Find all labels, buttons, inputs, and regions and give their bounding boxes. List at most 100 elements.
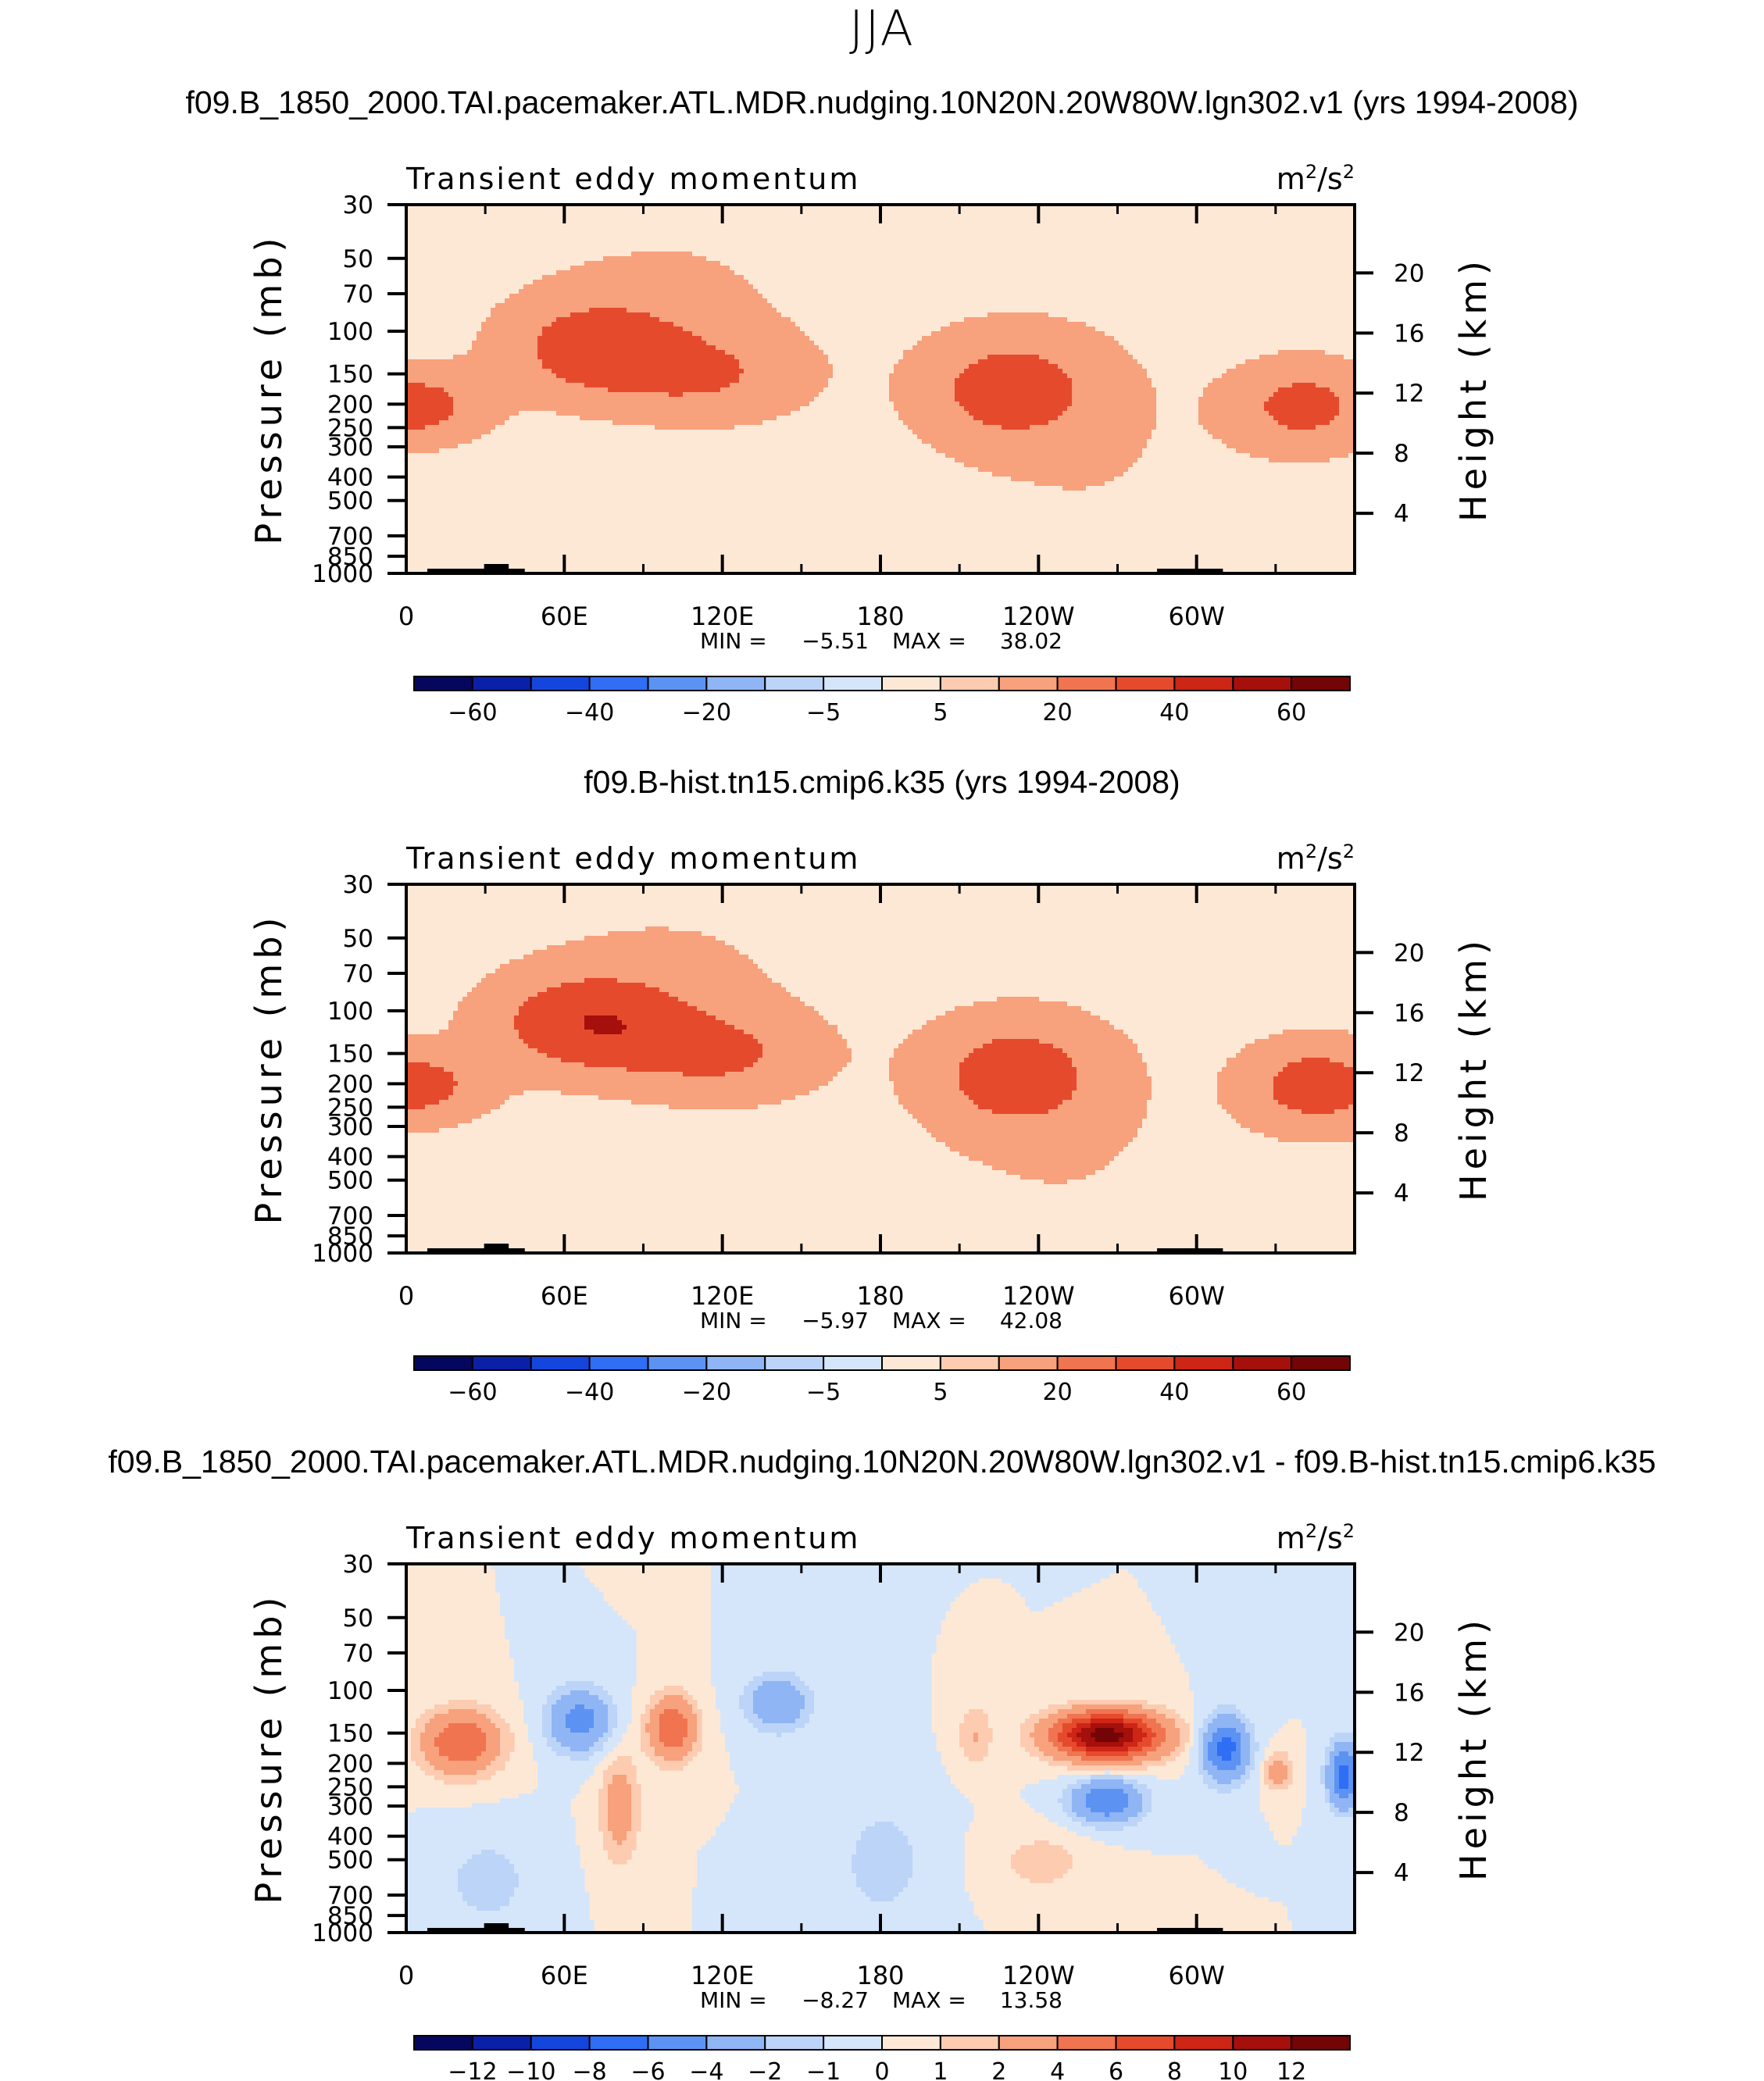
colorbar-cell [764,1355,825,1371]
colorbar-label: −12 [448,2058,497,2081]
x-tick-label: 120E [691,1961,754,1990]
colorbar-cell [1173,1355,1234,1371]
colorbar-label: −6 [630,2058,665,2081]
y-tick-label: 850 [327,543,373,571]
y-tick-label: 1000 [312,1919,373,1947]
y-tick-label: 30 [343,871,373,899]
colorbar-label: −60 [448,1379,497,1406]
x-tick-label: 60W [1168,1281,1224,1311]
colorbar-label: −40 [565,1379,614,1406]
colorbar-cell [588,2035,649,2051]
panel-1: 0 60E 120E 180 120W 60W3050701001502002503004… [248,161,1494,726]
colorbar-label: −4 [689,2058,723,2081]
y-tick-label: 70 [343,960,373,988]
contour-fill [406,205,1355,573]
y-right-axis-label: Height (km) [1452,1615,1494,1881]
y-tick-label: 100 [327,318,373,346]
colorbar-label: 6 [1109,2058,1123,2081]
colorbar-label: −10 [506,2058,555,2081]
max-label: MAX = [892,1308,966,1333]
colorbar-cell [998,1355,1059,1371]
y-tick-label: 500 [327,1167,373,1195]
colorbar-label: 2 [991,2058,1006,2081]
colorbar-label: −20 [682,1379,731,1406]
colorbar-cell [764,676,825,691]
colorbar-cell [1115,1355,1176,1371]
colorbar-cell [705,1355,766,1371]
colorbar-label: −1 [806,2058,841,2081]
x-tick-label: 180 [856,1281,904,1311]
y-tick-label: 300 [327,434,373,462]
colorbar-label: 8 [1167,2058,1182,2081]
x-tick-label: 120W [1002,601,1075,631]
units-label: m2/s2 [1277,1520,1355,1555]
x-tick-label: 60E [541,1961,588,1990]
x-tick-label: 120W [1002,1961,1075,1990]
y-tick-label: 1000 [312,560,373,588]
y-right-tick-label: 16 [1394,1679,1424,1707]
colorbar-label: −5 [806,1379,841,1406]
y-tick-label: 300 [327,1793,373,1821]
x-tick-label: 0 [398,1961,414,1990]
colorbar-cell [1115,676,1176,691]
colorbar-cell [413,1355,473,1371]
terrain [427,1923,1223,1933]
colorbar-cell [588,1355,649,1371]
colorbar: −12 −10 −8 −6 −4 −2 −1 0 1 2 4 6 8 10 12 [413,2035,1351,2081]
max-value: 38.02 [1000,628,1062,654]
colorbar-cell [471,1355,532,1371]
y-tick-label: 30 [343,191,373,220]
y-right-tick-label: 4 [1394,1859,1409,1887]
y-axis-label: Pressure (mb) [248,234,290,545]
panel-3-title: f09.B_1850_2000.TAI.pacemaker.ATL.MDR.nu… [0,1444,1764,1480]
min-value: −5.97 [802,1308,869,1333]
y-right-axis-label: Height (km) [1452,936,1494,1201]
colorbar-cell [530,676,591,691]
y-right-tick-label: 12 [1394,1059,1424,1087]
colorbar-cell [939,676,1000,691]
colorbar-cell [1291,1355,1351,1371]
colorbar-cell [1056,2035,1117,2051]
y-tick-label: 200 [327,1070,373,1098]
x-tick-label: 60E [541,601,588,631]
y-tick-label: 250 [327,1094,373,1122]
y-right-tick-label: 12 [1394,380,1424,408]
colorbar-cell [413,2035,473,2051]
colorbar-cell [1232,2035,1293,2051]
colorbar-cell [413,676,473,691]
y-tick-label: 150 [327,1040,373,1069]
colorbar-label: 40 [1159,699,1189,726]
left-string: Transient eddy momentum [405,1521,860,1555]
terrain [427,564,1223,573]
colorbar-cell [1232,1355,1293,1371]
x-tick-label: 120W [1002,1281,1075,1311]
y-tick-label: 500 [327,1847,373,1875]
colorbar-cell [823,2035,883,2051]
colorbar-label: −8 [573,2058,607,2081]
max-value: 13.58 [1000,1987,1062,2013]
colorbar-cell [823,1355,883,1371]
colorbar-label: 0 [874,2058,889,2081]
y-tick-label: 150 [327,1720,373,1748]
y-tick-label: 500 [327,487,373,516]
colorbar-cell [1173,676,1234,691]
colorbar-label: 20 [1043,699,1073,726]
min-label: MIN = [700,1308,767,1333]
y-tick-label: 300 [327,1113,373,1141]
colorbar-cell [647,2035,708,2051]
x-tick-label: 180 [856,1961,904,1990]
colorbar-cell [530,2035,591,2051]
y-tick-label: 70 [343,280,373,309]
colorbar-cell [647,676,708,691]
colorbar-cell [939,1355,1000,1371]
figure-title: JJA [0,0,1764,57]
colorbar-cell [998,2035,1059,2051]
contour-fill [406,884,1355,1253]
max-label: MAX = [892,628,966,654]
colorbar-label: −40 [565,699,614,726]
colorbar-label: 12 [1277,2058,1306,2081]
y-right-tick-label: 20 [1394,259,1424,287]
colorbar-cell [1056,676,1117,691]
y-tick-label: 400 [327,1144,373,1172]
